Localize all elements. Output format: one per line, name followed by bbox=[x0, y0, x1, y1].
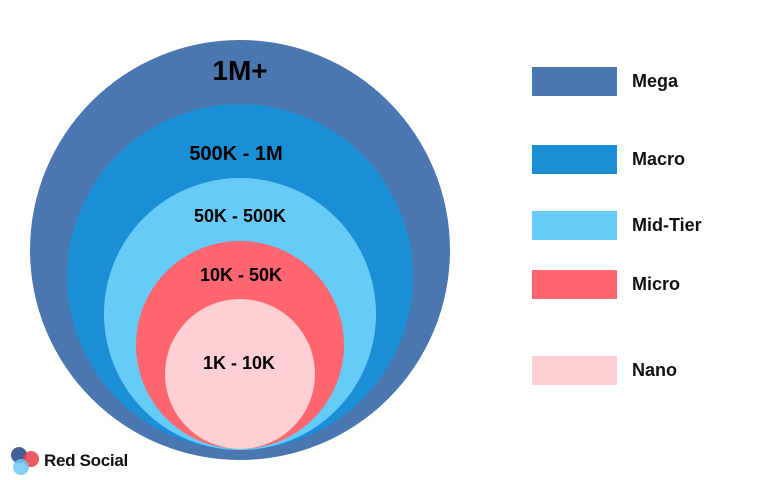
legend-item-nano: Nano bbox=[532, 355, 677, 385]
legend-item-mega: Mega bbox=[532, 66, 678, 96]
legend-item-mid-tier: Mid-Tier bbox=[532, 210, 702, 240]
legend-swatch-micro bbox=[532, 269, 617, 299]
label-mid-tier-range: 50K - 500K bbox=[194, 206, 286, 226]
legend-swatch-nano bbox=[532, 355, 617, 385]
legend-label-nano: Nano bbox=[632, 359, 677, 380]
label-micro-range: 10K - 50K bbox=[200, 265, 282, 285]
brand-name: Red Social bbox=[44, 451, 128, 470]
circle-nano bbox=[165, 299, 315, 449]
legend-swatch-mega bbox=[532, 66, 617, 96]
label-nano-range: 1K - 10K bbox=[203, 353, 275, 373]
label-macro-range: 500K - 1M bbox=[189, 143, 282, 165]
legend-item-macro: Macro bbox=[532, 144, 685, 174]
legend-swatch-mid-tier bbox=[532, 210, 617, 240]
legend-label-macro: Macro bbox=[632, 148, 686, 169]
brand-logo: Red Social bbox=[8, 444, 128, 478]
legend-item-micro: Micro bbox=[532, 269, 680, 299]
legend-swatch-macro bbox=[532, 144, 617, 174]
label-mega-range: 1M+ bbox=[212, 55, 267, 86]
legend-label-mid-tier: Mid-Tier bbox=[632, 214, 702, 235]
brand-logo-icon bbox=[11, 447, 39, 475]
brand-logo-dot-light bbox=[13, 459, 29, 475]
legend-label-micro: Micro bbox=[632, 273, 681, 294]
legend: Mega Macro Mid-Tier Micro Nano bbox=[532, 0, 762, 480]
legend-label-mega: Mega bbox=[632, 70, 679, 91]
